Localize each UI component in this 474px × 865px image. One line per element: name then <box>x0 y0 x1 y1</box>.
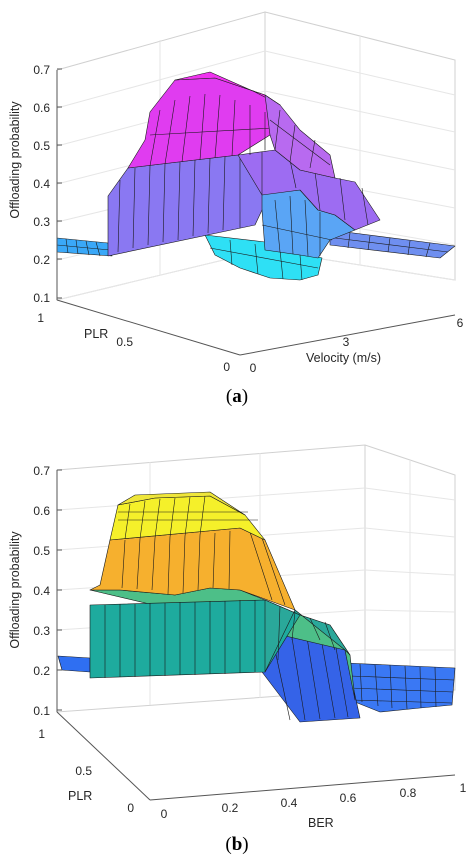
panel-b-xticks: 0 0.2 0.4 0.6 0.8 1 <box>161 781 467 821</box>
tick-label: 0 <box>161 807 168 821</box>
y-axis-label: PLR <box>68 789 92 803</box>
panel-b-yticks: 1 0.5 0 <box>38 727 134 815</box>
tick-label: 0.1 <box>33 704 50 718</box>
tick-label: 0.5 <box>75 764 92 778</box>
tick-label: 0.2 <box>222 801 239 815</box>
y-axis-label: PLR <box>84 327 108 341</box>
tick-label: 0.6 <box>33 101 50 115</box>
panel-a-yticks: 1 0.5 0 <box>37 311 230 374</box>
panel-b: 0.1 0.2 0.3 0.4 0.5 0.6 0.7 1 0.5 0 0 0.… <box>8 444 467 855</box>
tick-label: 0 <box>127 801 134 815</box>
x-axis-label: BER <box>308 816 334 830</box>
surface-b-left-flat <box>57 655 91 673</box>
panel-a-surface <box>56 71 456 281</box>
tick-label: 1 <box>38 727 45 741</box>
tick-label: 1 <box>37 311 44 325</box>
caption-a: (a) <box>226 386 248 407</box>
z-axis-label: Offloading probability <box>8 531 22 649</box>
tick-label: 0.5 <box>116 335 133 349</box>
tick-label: 0 <box>250 361 257 375</box>
surface-a-left-flat <box>56 237 113 257</box>
panel-a-zticks: 0.1 0.2 0.3 0.4 0.5 0.6 0.7 <box>33 63 50 305</box>
tick-label: 0.5 <box>33 544 50 558</box>
tick-label: 6 <box>457 316 464 330</box>
z-axis-label: Offloading probability <box>8 101 22 219</box>
caption-b: (b) <box>225 834 248 855</box>
panel-b-surface <box>57 491 456 723</box>
tick-label: 0 <box>223 360 230 374</box>
surface-b-teal-slope <box>264 599 351 673</box>
panel-b-zticks: 0.1 0.2 0.3 0.4 0.5 0.6 0.7 <box>33 464 50 718</box>
x-axis-label: Velocity (m/s) <box>306 351 381 365</box>
panel-a-xticks: 0 3 6 <box>250 316 464 375</box>
panel-a: 0.1 0.2 0.3 0.4 0.5 0.6 0.7 1 0.5 0 0 3 … <box>8 11 464 407</box>
tick-label: 1 <box>460 781 467 795</box>
tick-label: 0.7 <box>33 464 50 478</box>
tick-label: 0.1 <box>33 291 50 305</box>
tick-label: 0.3 <box>33 215 50 229</box>
tick-label: 0.2 <box>33 253 50 267</box>
tick-label: 0.4 <box>33 177 50 191</box>
tick-label: 0.4 <box>33 584 50 598</box>
tick-label: 0.3 <box>33 624 50 638</box>
tick-label: 0.5 <box>33 139 50 153</box>
tick-label: 0.8 <box>400 786 417 800</box>
tick-label: 0.2 <box>33 664 50 678</box>
tick-label: 3 <box>343 335 350 349</box>
panel-b-axes <box>56 469 456 801</box>
panel-a-axes <box>56 68 456 356</box>
tick-label: 0.7 <box>33 63 50 77</box>
surface-b-yellow-top <box>117 491 246 516</box>
surface-a-peak-right <box>264 94 336 179</box>
tick-label: 0.6 <box>340 791 357 805</box>
tick-label: 0.4 <box>281 796 298 810</box>
tick-label: 0.6 <box>33 504 50 518</box>
